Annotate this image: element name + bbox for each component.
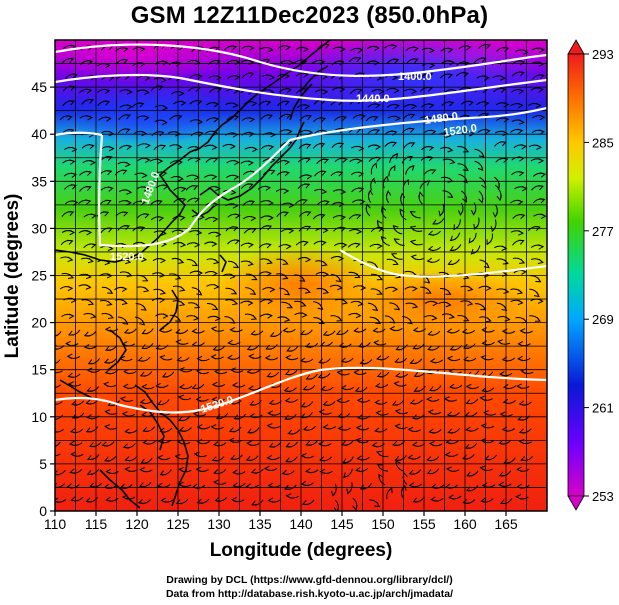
contour-label: 1520.0 [110,251,144,263]
y-tick-label: 15 [31,362,47,378]
x-tick-label: 165 [494,516,518,532]
y-tick-label: 35 [31,173,47,189]
contour-label: 1440.0 [356,93,390,105]
x-tick-label: 150 [371,516,395,532]
x-axis-ticks: 110 115 120 125 130 135 140 145 150 155 160 165 [44,511,518,532]
y-tick-label: 45 [31,79,47,95]
credit-drawing: Drawing by DCL (https://www.gfd-dennou.o… [166,574,453,586]
contour-1520b [339,249,547,278]
contour-label: 1480.0 [424,110,459,127]
height-contours [55,43,547,414]
y-tick-label: 0 [39,503,47,519]
credit-data: Data from http://database.rish.kyoto-u.a… [165,588,454,600]
contour-label: 1520.0 [443,122,478,139]
x-tick-label: 145 [330,516,354,532]
colorbar-tick-label: 293 [592,47,614,62]
map-gridlines [55,40,547,511]
x-tick-label: 120 [125,516,149,532]
x-tick-label: 125 [166,516,190,532]
contour-1440 [55,73,547,102]
y-tick-label: 10 [31,409,47,425]
contour-1520 [55,366,547,414]
x-tick-label: 160 [453,516,477,532]
map-title: GSM 12Z11Dec2023 (850.0hPa) [130,2,489,29]
colorbar-tick-label: 277 [592,224,614,239]
x-tick-label: 110 [44,516,67,532]
x-tick-label: 130 [207,516,231,532]
x-tick-label: 115 [85,516,108,532]
colorbar-tick-label: 253 [592,489,614,504]
y-tick-label: 20 [31,315,47,331]
colorbar: 293 285 277 269 261 253 [567,39,614,511]
colorbar-tick-label: 269 [592,312,614,327]
colorbar-top-arrow [567,39,585,55]
colorbar-tick-label: 261 [592,401,614,416]
x-tick-label: 140 [289,516,313,532]
y-axis-title: Latitude (degrees) [2,194,23,359]
y-tick-label: 5 [39,456,47,472]
contour-1480 [98,106,547,248]
y-axis-ticks: 0 5 10 15 20 25 30 35 40 45 [31,79,55,519]
contour-1400 [55,43,547,77]
colorbar-tick-label: 285 [592,135,614,150]
y-tick-label: 40 [31,126,47,142]
colorbar-bottom-arrow [567,495,585,511]
x-tick-label: 135 [248,516,272,532]
x-tick-label: 155 [412,516,436,532]
x-axis-title: Longitude (degrees) [210,540,393,561]
colorbar-bar [567,53,585,497]
contour-1480b [55,131,103,137]
contour-label: 1400.0 [398,71,432,83]
y-tick-label: 30 [31,220,47,236]
y-tick-label: 25 [31,268,47,284]
